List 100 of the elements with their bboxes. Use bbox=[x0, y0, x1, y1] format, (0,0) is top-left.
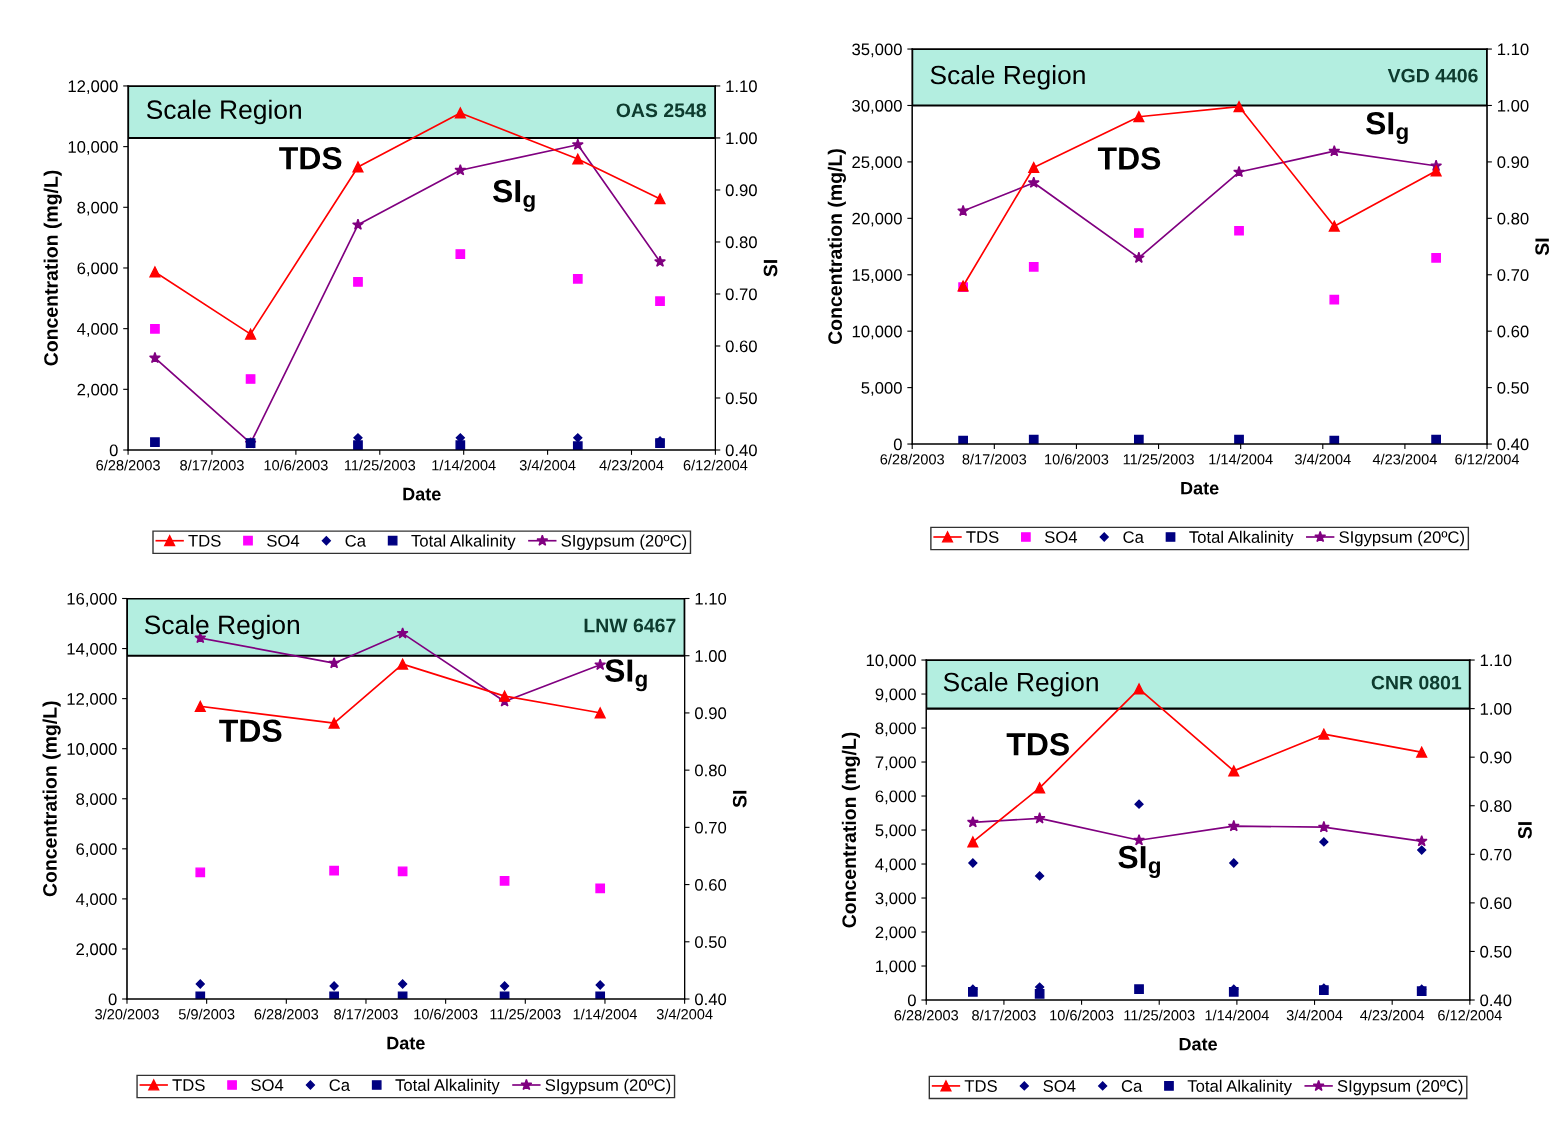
y2-tick-label: 1.10 bbox=[695, 592, 727, 605]
band-label: Scale Region bbox=[930, 64, 1085, 90]
y-tick-label: 8,000 bbox=[875, 722, 916, 737]
band-label: Scale Region bbox=[144, 614, 299, 640]
y2-tick-label: 1.00 bbox=[1480, 703, 1512, 715]
y-tick-label: 4,000 bbox=[75, 893, 117, 908]
y-axis-title: Concentration (mg/L) bbox=[827, 149, 846, 345]
y-tick-label: 2,000 bbox=[875, 926, 916, 941]
y2-tick-label: 0.40 bbox=[1497, 438, 1529, 451]
y-tick-label: 4,000 bbox=[875, 858, 916, 873]
x-tick-label: 1/14/2004 bbox=[1205, 1009, 1269, 1021]
x-tick-label: 6/12/2004 bbox=[1438, 1009, 1502, 1021]
y-tick-label: 0 bbox=[893, 438, 902, 451]
legend-label: SO4 bbox=[1044, 531, 1078, 543]
y-tick-label: 2,000 bbox=[77, 383, 118, 398]
y-tick-label: 20,000 bbox=[852, 212, 902, 227]
y-tick-label: 10,000 bbox=[852, 325, 902, 340]
y2-tick-label: 0.40 bbox=[1480, 994, 1512, 1007]
y-tick-label: 2,000 bbox=[76, 943, 117, 958]
y-tick-label: 6,000 bbox=[77, 262, 118, 277]
y-tick-label: 1,000 bbox=[876, 960, 916, 975]
annotation: SI$_{g}$ bbox=[605, 659, 647, 692]
x-tick-label: 4/23/2004 bbox=[1372, 453, 1437, 465]
y-axis-title: Concentration (mg/L) bbox=[42, 701, 61, 897]
y2-tick-label: 0.80 bbox=[725, 236, 757, 249]
x-tick-label: 11/25/2003 bbox=[1124, 1009, 1195, 1021]
x-tick-label: 4/23/2004 bbox=[1360, 1009, 1425, 1021]
y-tick-label: 3,000 bbox=[875, 892, 916, 907]
legend-label: SIgypsum (20ºC) bbox=[1337, 1079, 1463, 1096]
legend-label: TDS bbox=[188, 534, 221, 547]
legend-label: SIgypsum (20ºC) bbox=[545, 1078, 671, 1095]
band-label: Scale Region bbox=[943, 672, 1098, 697]
x-tick-label: 8/17/2003 bbox=[972, 1009, 1036, 1021]
y2-tick-label: 0.70 bbox=[1480, 848, 1512, 861]
legend-label: Ca bbox=[1123, 531, 1144, 543]
y2-tick-label: 1.10 bbox=[1480, 654, 1512, 667]
x-tick-label: 3/20/2003 bbox=[95, 1008, 159, 1020]
annotation: TDS bbox=[1097, 147, 1161, 170]
x-tick-label: 6/28/2003 bbox=[894, 1009, 959, 1021]
y-tick-label: 16,000 bbox=[67, 592, 117, 607]
x-tick-label: 3/4/2004 bbox=[656, 1008, 713, 1020]
y2-tick-label: 0.90 bbox=[1480, 751, 1512, 764]
x-tick-label: 1/14/2004 bbox=[1209, 453, 1273, 465]
y2-tick-label: 0.70 bbox=[695, 821, 727, 834]
y-tick-label: 30,000 bbox=[852, 99, 902, 114]
y2-tick-label: 0.90 bbox=[725, 184, 757, 197]
y2-tick-label: 0.60 bbox=[1480, 897, 1512, 910]
x-tick-label: 5/9/2003 bbox=[178, 1008, 235, 1020]
y-tick-label: 8,000 bbox=[76, 793, 117, 807]
y2-tick-label: 0.70 bbox=[1497, 269, 1529, 281]
y-tick-label: 4,000 bbox=[77, 323, 118, 337]
y-tick-label: 6,000 bbox=[76, 843, 117, 857]
y2-tick-label: 1.00 bbox=[726, 132, 757, 145]
annotation: TDS bbox=[219, 719, 282, 743]
legend-label: SIgypsum (20ºC) bbox=[1339, 530, 1464, 547]
y2-tick-label: 1.00 bbox=[1498, 99, 1529, 112]
x-axis-title: Date bbox=[1179, 1037, 1218, 1051]
legend-label: Ca bbox=[345, 534, 366, 547]
y2-tick-label: 0.60 bbox=[725, 340, 757, 353]
legend-label: SO4 bbox=[267, 534, 300, 547]
y2-tick-label: 0.70 bbox=[725, 288, 757, 301]
y2-axis-title: SI bbox=[732, 790, 747, 808]
legend-label: TDS bbox=[964, 1080, 997, 1092]
x-tick-label: 6/28/2003 bbox=[880, 453, 945, 465]
y2-tick-label: 0.80 bbox=[1497, 212, 1529, 225]
y2-tick-label: 0.40 bbox=[695, 993, 727, 1006]
y2-tick-label: 0.60 bbox=[695, 878, 727, 891]
y2-tick-label: 0.50 bbox=[695, 936, 727, 948]
annotation: SI$_{g}$ bbox=[1365, 111, 1408, 145]
legend-label: TDS bbox=[966, 531, 999, 543]
x-axis-title: Date bbox=[387, 1036, 425, 1050]
y2-tick-label: 1.10 bbox=[726, 80, 757, 93]
y-tick-label: 5,000 bbox=[875, 824, 916, 839]
x-tick-label: 10/6/2003 bbox=[414, 1008, 478, 1020]
y2-tick-label: 0.60 bbox=[1497, 325, 1529, 338]
x-tick-label: 4/23/2004 bbox=[599, 459, 664, 471]
y-tick-label: 10,000 bbox=[866, 654, 916, 669]
annotation: TDS bbox=[279, 146, 342, 170]
legend-label: SO4 bbox=[1043, 1080, 1076, 1092]
y-tick-label: 12,000 bbox=[67, 693, 117, 707]
y-axis-title: Concentration (mg/L) bbox=[841, 732, 861, 928]
x-tick-label: 10/6/2003 bbox=[1050, 1009, 1114, 1021]
legend-label: Total Alkalinity bbox=[1187, 1079, 1292, 1096]
annotation: SI$_{g}$ bbox=[492, 179, 535, 212]
x-tick-label: 3/4/2004 bbox=[1286, 1009, 1343, 1021]
y2-axis-title: SI bbox=[763, 260, 778, 277]
annotation: VGD 4406 bbox=[1387, 68, 1478, 83]
y2-axis-title: SI bbox=[1535, 238, 1550, 256]
x-tick-label: 3/4/2004 bbox=[519, 459, 576, 471]
y-axis-title: Concentration (mg/L) bbox=[43, 170, 62, 366]
x-tick-label: 8/17/2003 bbox=[962, 453, 1027, 465]
y2-tick-label: 0.50 bbox=[725, 392, 757, 405]
x-axis-title: Date bbox=[403, 487, 441, 501]
legend-label: Total Alkalinity bbox=[395, 1078, 500, 1095]
x-tick-label: 8/17/2003 bbox=[180, 459, 244, 471]
x-tick-label: 6/28/2003 bbox=[254, 1008, 319, 1020]
legend-label: Ca bbox=[1121, 1080, 1143, 1092]
x-tick-label: 6/12/2004 bbox=[683, 459, 748, 471]
annotation: CNR 0801 bbox=[1371, 675, 1462, 690]
y-tick-label: 10,000 bbox=[67, 743, 117, 757]
